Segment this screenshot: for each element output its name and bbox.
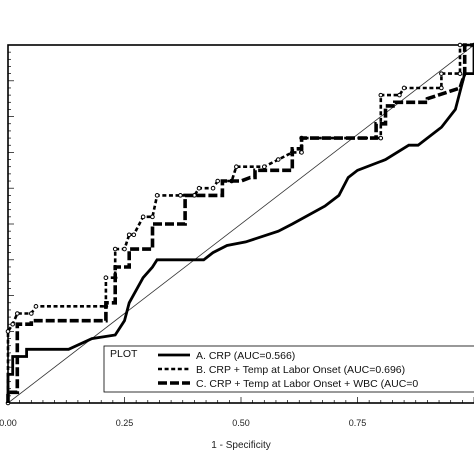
series-b-marker	[457, 71, 463, 76]
x-tick-label: 0.75	[349, 418, 367, 428]
series-b-marker	[234, 164, 239, 170]
series-b-marker	[131, 232, 137, 238]
series-b-marker	[378, 135, 384, 141]
series-b-marker	[457, 42, 463, 48]
series-b-marker	[150, 214, 155, 220]
legend: PLOT A. CRP (AUC=0.566) B. CRP + Temp at …	[103, 345, 474, 393]
series-line-c	[6, 43, 474, 403]
series-b-marker	[210, 185, 216, 191]
series-b-marker	[299, 150, 304, 155]
x-tick-label: 0.00	[0, 418, 17, 428]
series-b-marker	[122, 246, 127, 252]
legend-label-c: C. CRP + Temp at Labor Onset + WBC (AUC=…	[196, 378, 418, 390]
x-tick-label: 0.50	[232, 418, 250, 428]
reference-diagonal-line	[7, 44, 474, 404]
series-line-a	[6, 45, 474, 403]
series-b-marker	[397, 92, 402, 98]
series-b-marker	[439, 71, 444, 76]
series-b-marker	[154, 193, 160, 198]
legend-label-a: A. CRP (AUC=0.566)	[196, 350, 295, 362]
series-b-marker	[140, 214, 146, 220]
legend-title: PLOT	[110, 348, 138, 360]
series-b-marker	[112, 246, 118, 252]
series-b-marker	[275, 157, 281, 162]
series-b-marker	[33, 304, 39, 309]
legend-label-b: B. CRP + Temp at Labor Onset (AUC=0.696)	[196, 364, 405, 376]
x-tick-label: 0.25	[116, 418, 134, 428]
series-b-marker	[262, 164, 267, 170]
series-b-marker	[401, 85, 407, 91]
plot-area	[7, 44, 474, 404]
x-axis-ticks: 0.00 0.25 0.50 0.75	[0, 397, 474, 428]
series-b-marker	[10, 321, 15, 327]
series-b-marker	[215, 178, 220, 184]
series-b-marker	[178, 193, 183, 198]
series-b-marker	[5, 329, 11, 334]
series-b-marker	[439, 85, 444, 91]
x-axis-title: 1 - Specificity	[211, 440, 270, 451]
series-b-marker	[15, 311, 20, 316]
series-b-marker	[196, 185, 202, 191]
series-b-marker	[29, 311, 34, 316]
series-b-marker	[378, 92, 384, 98]
series-b-marker	[103, 275, 109, 281]
series-lines	[5, 42, 474, 406]
series-b-marker	[126, 232, 132, 238]
